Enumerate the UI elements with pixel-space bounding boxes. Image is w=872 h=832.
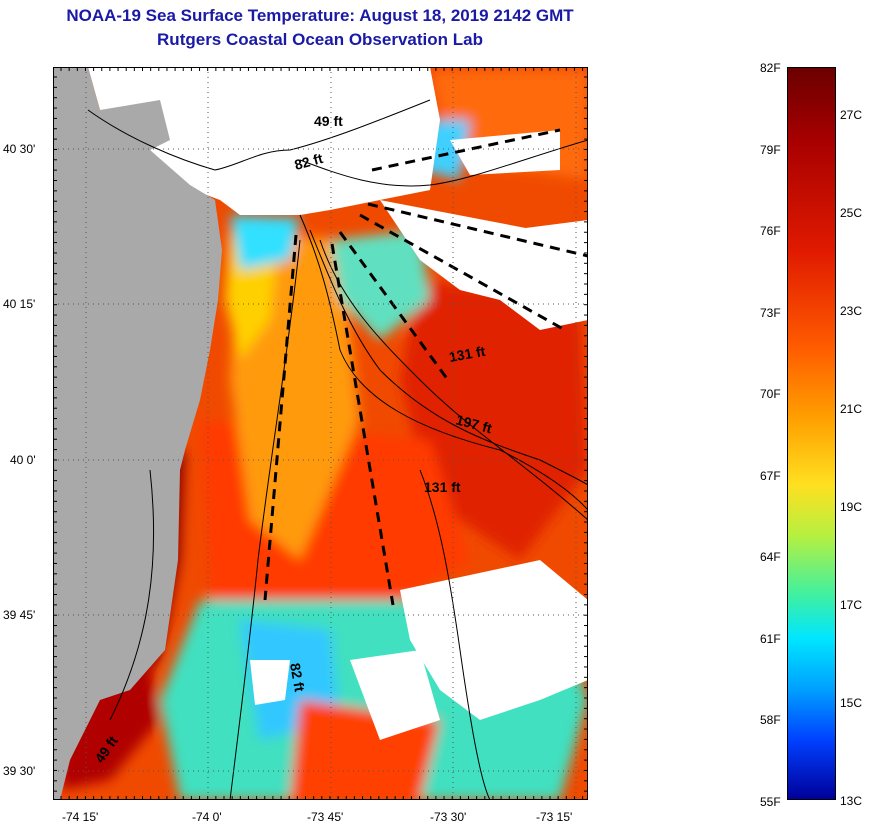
warm-core-region <box>400 280 588 560</box>
colorbar-label-c: 17C <box>840 598 863 612</box>
colorbar-label-f: 55F <box>760 795 781 809</box>
cool-patch-hudson <box>330 230 430 340</box>
colorbar-label-f: 67F <box>760 469 781 483</box>
nodata-east <box>510 220 588 320</box>
transect-canyon <box>338 231 450 381</box>
coastline-li <box>87 99 431 171</box>
lat-label: 40 15' <box>3 297 36 311</box>
nodata-south-west <box>250 660 290 705</box>
lon-label: -73 15' <box>536 810 573 824</box>
depth-label-82ft: 82 ft <box>293 150 325 173</box>
colorbar-label-f: 58F <box>760 713 781 727</box>
lon-label: -73 45' <box>307 810 344 824</box>
graticule <box>53 67 588 800</box>
depth-label-131ft: 131 ft <box>448 343 487 365</box>
lon-label: -74 0' <box>192 810 222 824</box>
lon-label: -74 15' <box>62 810 99 824</box>
colorbar-label-c: 21C <box>840 402 863 416</box>
colorbar-label-f: 61F <box>760 632 781 646</box>
lat-label: 40 30' <box>3 142 36 156</box>
colorbar-label-c: 25C <box>840 206 863 220</box>
contour-49ft <box>299 139 588 187</box>
contour-49ft-coast <box>109 469 155 721</box>
land-inland-patch <box>100 100 170 150</box>
colorbar-label-c: 13C <box>840 794 863 808</box>
colorbar-label-f: 82F <box>760 61 781 75</box>
contour-82ft-west <box>229 239 301 800</box>
colorbar-label-c: 27C <box>840 108 863 122</box>
transect-southeast <box>359 213 566 332</box>
axis-ticks <box>53 67 588 800</box>
colorbar-label-c: 23C <box>840 304 863 318</box>
transect-li <box>371 128 561 172</box>
nodata-li-patch <box>450 130 560 175</box>
lat-label: 39 30' <box>3 764 36 778</box>
map-title: NOAA-19 Sea Surface Temperature: August … <box>66 6 574 25</box>
colorbar-label-f: 79F <box>760 143 781 157</box>
contour-131ft-south <box>419 469 491 800</box>
transect-east <box>367 202 588 258</box>
contour-canyon <box>319 239 588 521</box>
depth-label-82ft-south: 82 ft <box>287 662 308 693</box>
depth-label-131ft-south: 131 ft <box>424 479 461 495</box>
land-nj <box>53 67 222 800</box>
lat-label: 40 0' <box>10 453 36 467</box>
colorbar-label-f: 73F <box>760 306 781 320</box>
map-subtitle: Rutgers Coastal Ocean Observation Lab <box>157 30 483 49</box>
colorbar-label-c: 19C <box>840 500 863 514</box>
contour-197ft <box>309 229 588 486</box>
colorbar-label-f: 64F <box>760 550 781 564</box>
map-frame <box>53 67 588 800</box>
nodata-south-mid <box>350 650 440 740</box>
colorbar-label-c: 15C <box>840 696 863 710</box>
cool-upwelling-north <box>230 215 300 270</box>
nodata-south-east <box>400 560 588 720</box>
depth-label-49ft: 49 ft <box>314 113 343 129</box>
lon-label: -73 30' <box>430 810 467 824</box>
colorbar-label-f: 70F <box>760 387 781 401</box>
lat-label: 39 45' <box>3 608 36 622</box>
contour-131ft <box>299 214 588 511</box>
temperature-colorbar <box>787 67 836 800</box>
colorbar-label-f: 76F <box>760 224 781 238</box>
